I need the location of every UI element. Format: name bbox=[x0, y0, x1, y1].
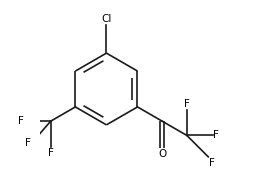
Text: F: F bbox=[48, 148, 54, 158]
Text: F: F bbox=[184, 99, 190, 109]
Text: F: F bbox=[18, 116, 24, 126]
Text: Cl: Cl bbox=[101, 14, 112, 24]
Text: F: F bbox=[209, 158, 215, 168]
Text: F: F bbox=[214, 130, 219, 140]
Text: F: F bbox=[25, 138, 31, 148]
Text: O: O bbox=[158, 149, 166, 159]
